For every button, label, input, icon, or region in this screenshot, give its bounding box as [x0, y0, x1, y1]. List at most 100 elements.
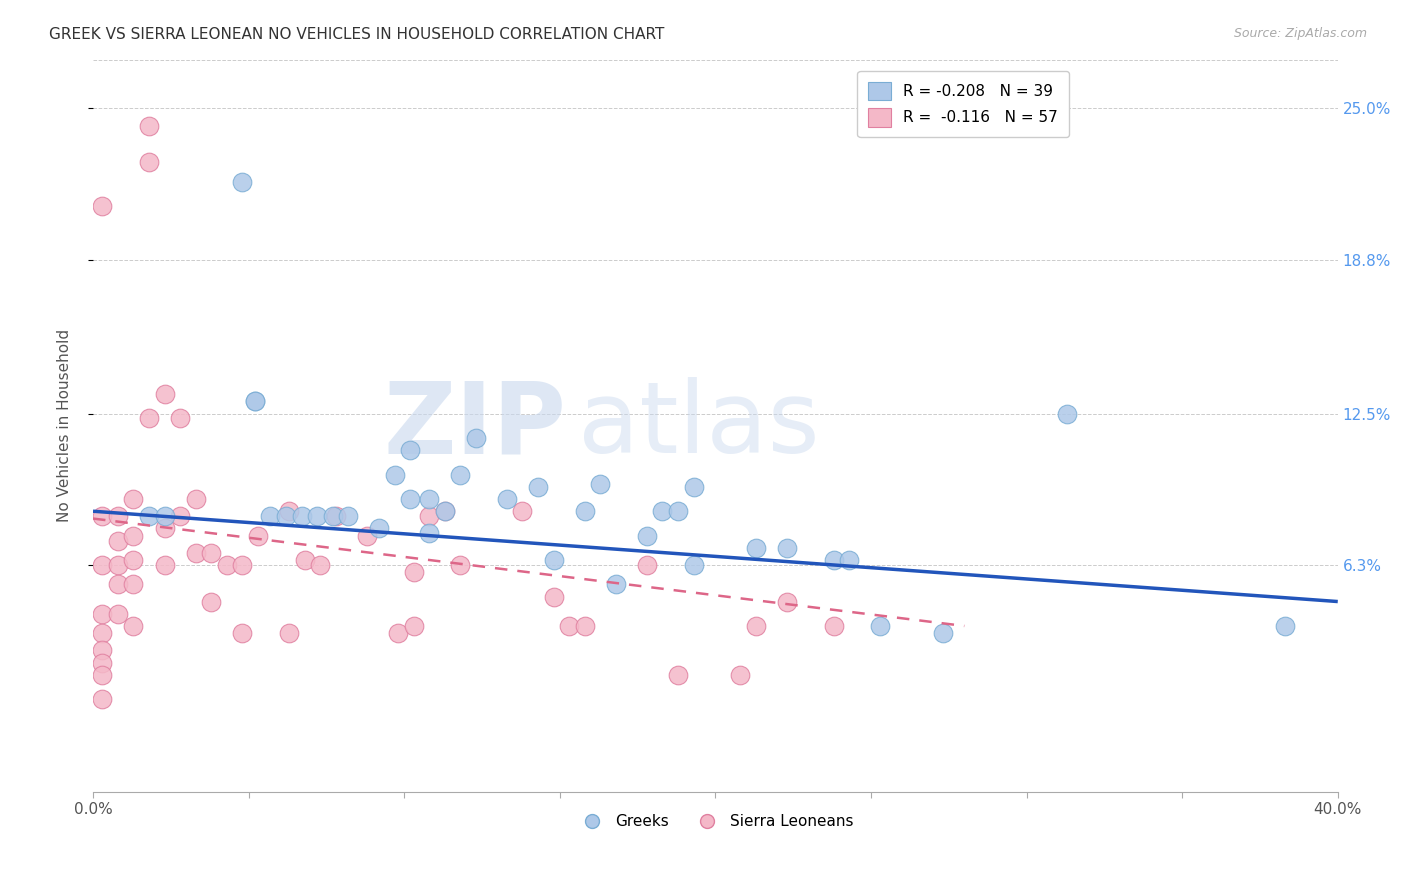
Point [91, 643, 114, 657]
Point [464, 431, 486, 445]
Point [122, 491, 145, 506]
Point [278, 504, 301, 518]
Point [169, 411, 191, 425]
Point [399, 443, 422, 458]
Point [402, 566, 425, 580]
Point [682, 558, 704, 572]
Point [384, 467, 406, 482]
Point [337, 509, 360, 524]
Point [418, 526, 440, 541]
Point [122, 528, 145, 542]
Point [91, 558, 114, 572]
Point [107, 558, 129, 572]
Point [122, 553, 145, 567]
Point [153, 558, 176, 572]
Point [399, 491, 422, 506]
Point [200, 594, 222, 608]
Point [307, 509, 329, 524]
Point [231, 558, 253, 572]
Point [730, 667, 752, 681]
Point [91, 199, 114, 213]
Point [138, 509, 160, 524]
Point [527, 480, 550, 494]
Point [107, 509, 129, 524]
Point [776, 541, 799, 555]
Point [496, 491, 519, 506]
Point [589, 477, 612, 491]
Point [418, 509, 440, 524]
Point [636, 558, 658, 572]
Point [636, 528, 658, 542]
Point [294, 553, 316, 567]
Point [368, 521, 391, 535]
Point [243, 394, 266, 409]
Point [666, 504, 689, 518]
Point [153, 521, 176, 535]
Point [666, 667, 689, 681]
Point [246, 528, 269, 542]
Point [215, 558, 238, 572]
Legend: Greeks, Sierra Leoneans: Greeks, Sierra Leoneans [571, 808, 860, 836]
Point [231, 626, 253, 640]
Point [122, 619, 145, 633]
Point [558, 619, 581, 633]
Point [309, 558, 332, 572]
Point [1056, 407, 1078, 421]
Point [823, 553, 845, 567]
Point [433, 504, 456, 518]
Text: atlas: atlas [578, 377, 820, 475]
Point [433, 504, 456, 518]
Point [259, 509, 281, 524]
Point [402, 619, 425, 633]
Point [823, 619, 845, 633]
Point [107, 607, 129, 621]
Point [745, 619, 768, 633]
Point [91, 626, 114, 640]
Point [138, 411, 160, 425]
Point [184, 546, 207, 560]
Point [169, 509, 191, 524]
Point [543, 590, 565, 604]
Point [512, 504, 534, 518]
Point [91, 656, 114, 670]
Point [574, 504, 596, 518]
Y-axis label: No Vehicles in Household: No Vehicles in Household [58, 329, 72, 523]
Point [1274, 619, 1296, 633]
Point [776, 594, 799, 608]
Point [290, 509, 312, 524]
Point [278, 626, 301, 640]
Point [838, 553, 860, 567]
Point [745, 541, 768, 555]
Text: GREEK VS SIERRA LEONEAN NO VEHICLES IN HOUSEHOLD CORRELATION CHART: GREEK VS SIERRA LEONEAN NO VEHICLES IN H… [49, 27, 665, 42]
Point [605, 577, 627, 591]
Point [107, 533, 129, 548]
Point [122, 577, 145, 591]
Point [91, 607, 114, 621]
Point [543, 553, 565, 567]
Point [274, 509, 297, 524]
Point [91, 509, 114, 524]
Point [184, 491, 207, 506]
Point [243, 394, 266, 409]
Point [651, 504, 673, 518]
Point [869, 619, 891, 633]
Point [449, 467, 471, 482]
Point [138, 155, 160, 169]
Point [387, 626, 409, 640]
Point [418, 491, 440, 506]
Point [153, 509, 176, 524]
Point [91, 667, 114, 681]
Point [574, 619, 596, 633]
Point [91, 692, 114, 706]
Point [931, 626, 953, 640]
Point [449, 558, 471, 572]
Point [682, 480, 704, 494]
Point [107, 577, 129, 591]
Point [138, 119, 160, 133]
Point [356, 528, 378, 542]
Point [200, 546, 222, 560]
Text: ZIP: ZIP [384, 377, 567, 475]
Point [153, 387, 176, 401]
Point [231, 175, 253, 189]
Point [325, 509, 347, 524]
